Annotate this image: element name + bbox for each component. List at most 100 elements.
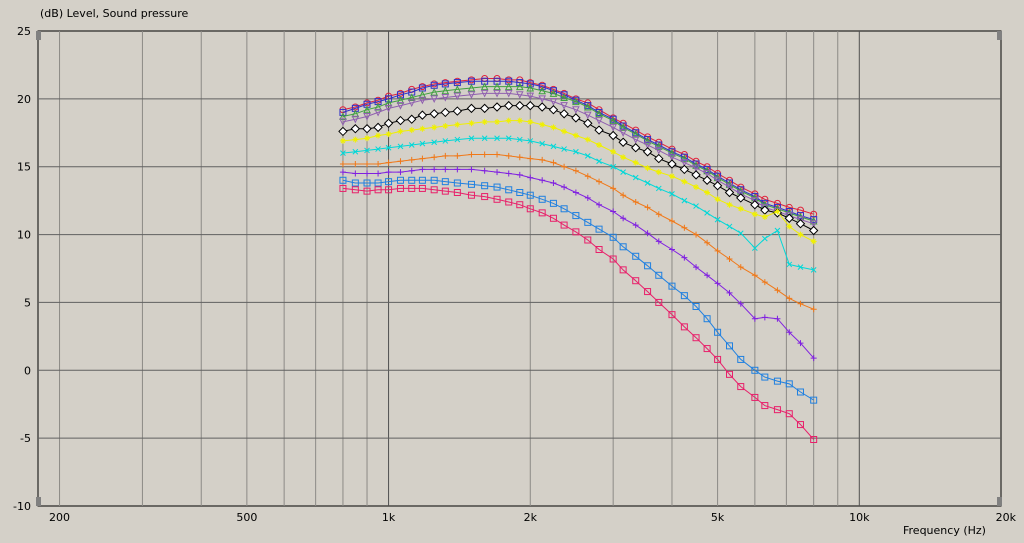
data-point: [429, 109, 439, 119]
data-point: [751, 393, 759, 401]
data-point: [537, 102, 547, 112]
data-point: [430, 95, 438, 103]
data-point: [505, 170, 512, 177]
data-point: [726, 256, 733, 262]
data-point: [364, 161, 371, 167]
data-point: [550, 143, 557, 150]
data-point: [374, 102, 382, 111]
data-point: [431, 124, 438, 131]
data-point: [430, 87, 438, 96]
data-point: [737, 264, 744, 271]
data-point: [654, 153, 664, 164]
data-point: [573, 148, 579, 155]
data-point: [751, 272, 758, 279]
data-point: [620, 154, 627, 161]
data-point: [373, 122, 383, 133]
data-point: [549, 199, 557, 207]
data-point: [453, 85, 462, 93]
data-point: [340, 150, 346, 156]
scroll-handle-bottom-right[interactable]: [997, 497, 1002, 506]
data-point: [752, 245, 758, 251]
data-point: [810, 267, 817, 273]
data-point: [692, 303, 700, 310]
data-point: [693, 231, 700, 238]
data-point: [549, 89, 558, 97]
data-point: [654, 146, 663, 155]
x-tick-label: 200: [49, 511, 70, 524]
x-tick-label: 500: [236, 511, 257, 524]
data-point: [505, 117, 512, 124]
data-point: [538, 209, 546, 217]
data-point: [810, 436, 818, 443]
data-point: [693, 203, 699, 209]
data-point: [539, 177, 546, 184]
data-point: [526, 92, 535, 101]
scroll-handle-top-left[interactable]: [36, 31, 41, 40]
data-point: [681, 254, 688, 261]
data-point: [454, 121, 461, 128]
y-tick-label: -10: [13, 500, 31, 513]
data-point: [726, 223, 733, 230]
data-point: [494, 169, 501, 176]
data-point: [654, 142, 663, 150]
data-point: [550, 124, 557, 131]
data-point: [516, 189, 524, 196]
scroll-handle-top-right[interactable]: [997, 31, 1002, 40]
data-point: [375, 170, 382, 177]
data-point: [714, 328, 722, 336]
scroll-handle-bottom-left[interactable]: [36, 497, 41, 506]
data-point: [493, 89, 501, 98]
data-point: [596, 178, 603, 185]
data-point: [418, 90, 427, 99]
data-point: [548, 105, 559, 115]
data-point: [644, 180, 651, 186]
data-point: [643, 141, 652, 150]
data-point: [385, 169, 392, 176]
data-point: [453, 92, 462, 101]
data-point: [704, 272, 711, 279]
data-point: [453, 189, 461, 196]
data-point: [736, 190, 745, 198]
data-point: [619, 266, 627, 274]
x-tick-label: 1k: [382, 511, 396, 524]
data-point: [396, 96, 405, 104]
data-point: [786, 223, 793, 230]
data-point: [774, 315, 781, 322]
data-point: [810, 306, 817, 313]
data-point: [339, 118, 347, 127]
data-point: [408, 167, 415, 174]
data-point: [452, 106, 463, 116]
data-point: [632, 277, 640, 285]
data-point: [618, 137, 628, 147]
data-point: [786, 261, 793, 268]
data-point: [703, 315, 711, 323]
data-point: [504, 100, 514, 111]
data-point: [572, 228, 580, 236]
data-point: [572, 212, 580, 220]
data-point: [680, 323, 688, 331]
data-point: [339, 176, 347, 184]
data-point: [430, 176, 438, 184]
data-point: [492, 102, 502, 112]
data-point: [454, 136, 461, 143]
data-point: [339, 161, 346, 167]
data-point: [737, 205, 744, 212]
data-point: [363, 179, 371, 187]
data-point: [363, 113, 371, 121]
data-point: [737, 230, 744, 237]
data-point: [668, 173, 675, 180]
data-point: [795, 219, 806, 229]
data-point: [453, 179, 461, 187]
data-point: [516, 136, 523, 143]
data-point: [713, 176, 722, 185]
data-point: [712, 181, 723, 191]
data-point: [736, 193, 746, 203]
data-point: [583, 102, 592, 111]
data-point: [384, 98, 393, 107]
data-point: [680, 159, 689, 167]
series-10: [339, 176, 818, 404]
data-point: [774, 287, 781, 294]
data-point: [761, 314, 768, 321]
data-point: [550, 180, 557, 186]
data-point: [632, 252, 640, 260]
